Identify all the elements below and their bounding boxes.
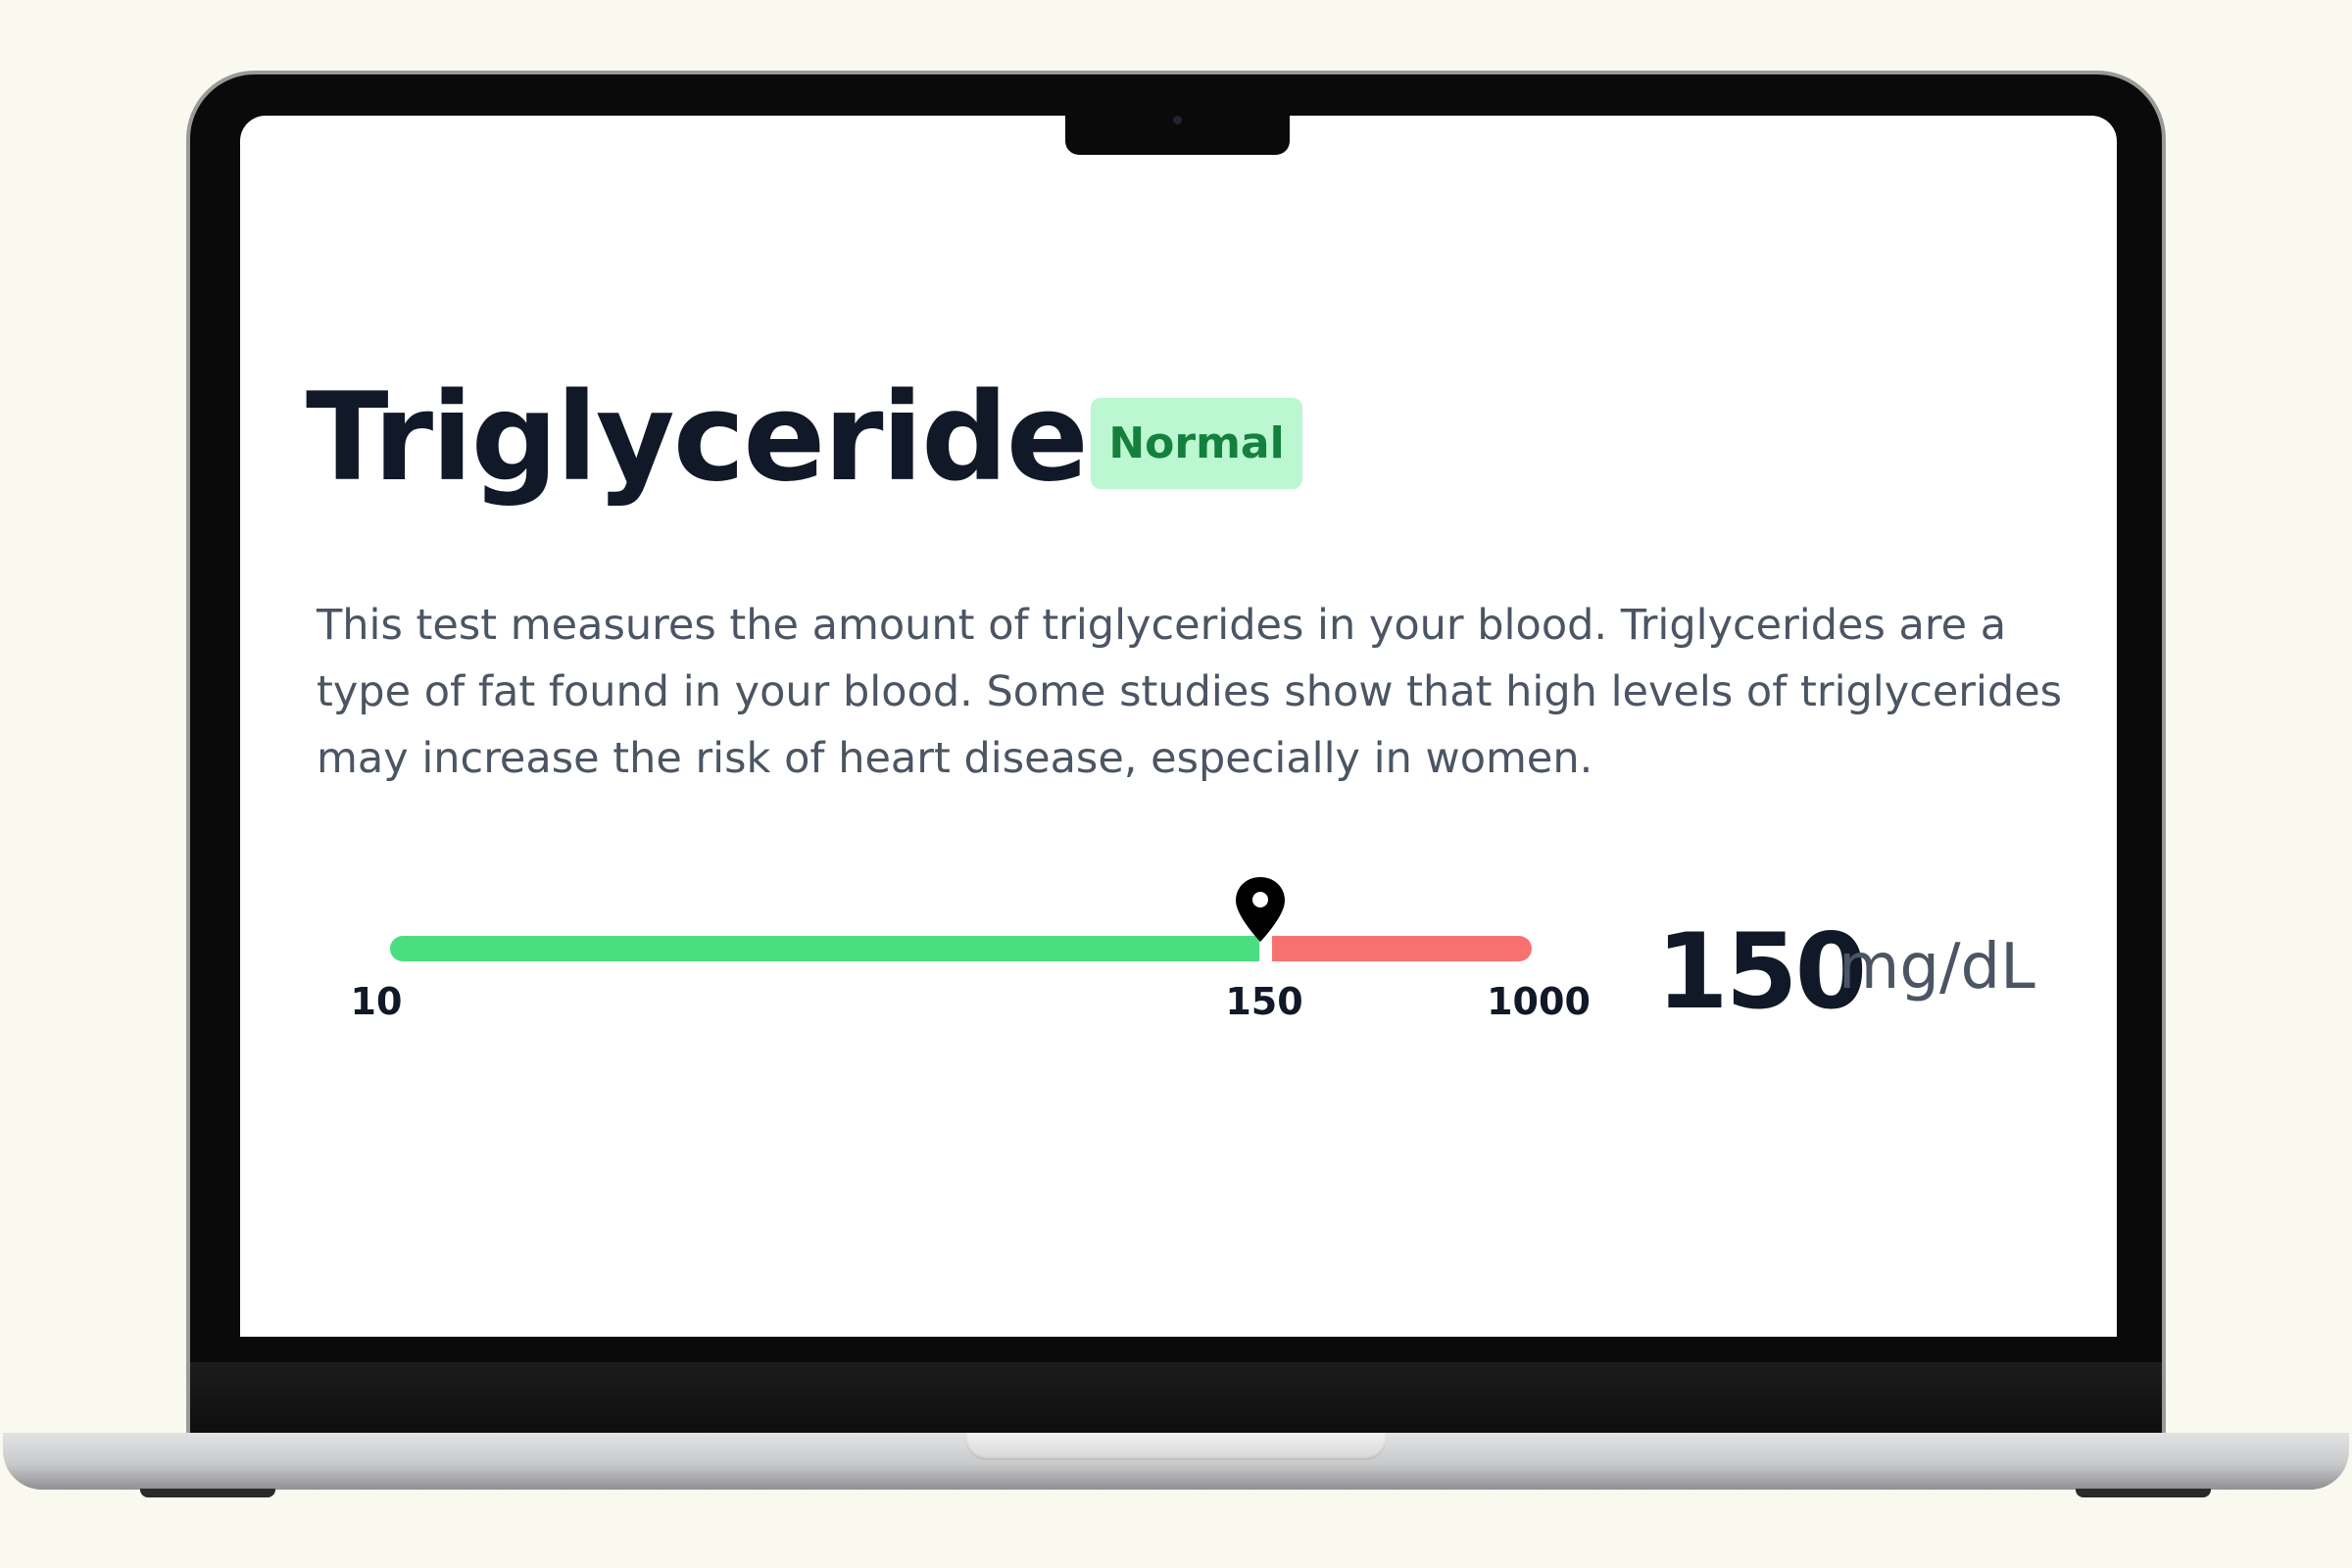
range-threshold-label: 150 [1225,980,1303,1023]
high-range-bar [1272,936,1532,961]
range-max-label: 1000 [1487,980,1591,1023]
laptop-foot-right [2076,1489,2211,1497]
laptop-foot-left [140,1489,275,1497]
result-unit: mg/dL [1838,931,2035,1004]
map-pin-icon [1236,877,1285,942]
camera-icon [1173,116,1182,124]
status-badge: Normal [1091,398,1302,489]
range-min-label: 10 [350,980,403,1023]
normal-range-bar [390,936,1259,961]
result-value: 150 [1656,911,1867,1032]
laptop-screen [240,116,2117,1337]
laptop-chin [190,1362,2162,1433]
test-description: This test measures the amount of triglyc… [317,601,2063,783]
page-title: Triglycerides [306,368,1159,509]
laptop-lid-grip [965,1433,1387,1460]
